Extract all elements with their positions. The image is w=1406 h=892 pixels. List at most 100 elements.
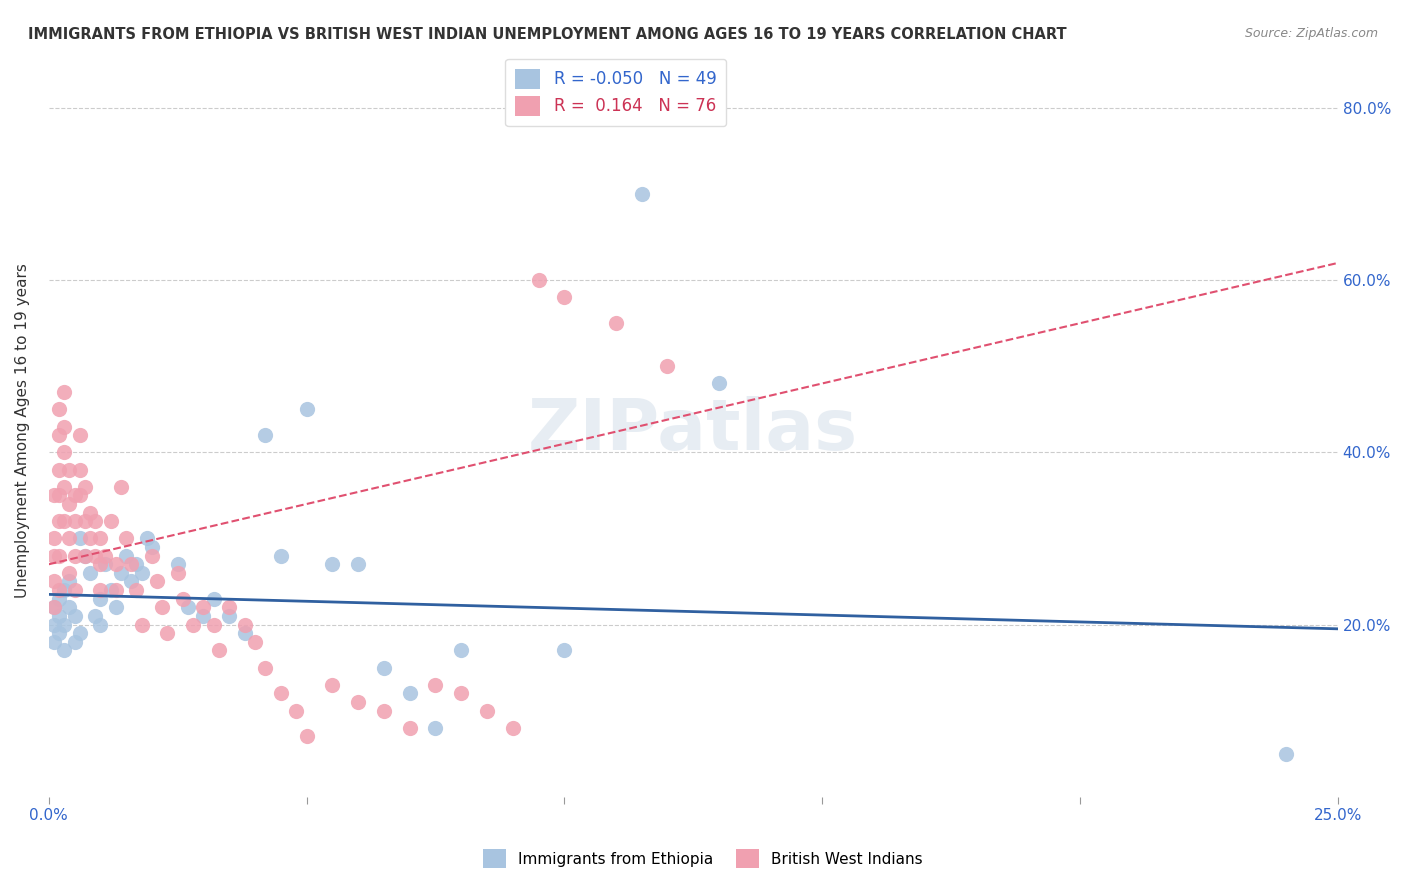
Point: [166, 558, 188, 572]
Point: [135, 532, 157, 546]
Point: [398, 686, 420, 700]
Legend: Immigrants from Ethiopia, British West Indians: Immigrants from Ethiopia, British West I…: [475, 841, 931, 875]
Text: Source: ZipAtlas.com: Source: ZipAtlas.com: [1244, 27, 1378, 40]
Point: [553, 290, 575, 304]
Point: [502, 721, 524, 735]
Point: [89, 583, 111, 598]
Point: [42, 617, 65, 632]
Point: [48, 428, 70, 442]
Point: [177, 600, 200, 615]
Point: [48, 462, 70, 476]
Point: [110, 566, 132, 580]
Point: [208, 643, 231, 657]
Point: [172, 591, 194, 606]
Point: [42, 634, 65, 648]
Point: [84, 549, 107, 563]
Point: [73, 514, 96, 528]
Point: [657, 359, 679, 374]
Point: [42, 488, 65, 502]
Point: [193, 608, 215, 623]
Point: [373, 704, 395, 718]
Point: [115, 532, 138, 546]
Point: [48, 626, 70, 640]
Point: [233, 626, 256, 640]
Point: [89, 591, 111, 606]
Point: [202, 591, 225, 606]
Point: [285, 704, 308, 718]
Point: [42, 532, 65, 546]
Point: [141, 540, 163, 554]
Point: [53, 480, 76, 494]
Point: [218, 608, 240, 623]
Point: [146, 574, 169, 589]
Point: [84, 608, 107, 623]
Point: [193, 600, 215, 615]
Point: [48, 514, 70, 528]
Point: [100, 514, 122, 528]
Point: [63, 514, 86, 528]
Point: [48, 549, 70, 563]
Point: [69, 626, 91, 640]
Point: [89, 558, 111, 572]
Point: [94, 558, 117, 572]
Point: [125, 558, 148, 572]
Point: [104, 558, 127, 572]
Point: [53, 514, 76, 528]
Point: [233, 617, 256, 632]
Point: [450, 686, 472, 700]
Point: [553, 643, 575, 657]
Point: [89, 617, 111, 632]
Point: [202, 617, 225, 632]
Point: [79, 566, 101, 580]
Point: [53, 445, 76, 459]
Point: [295, 730, 318, 744]
Point: [295, 402, 318, 417]
Point: [425, 678, 447, 692]
Point: [104, 583, 127, 598]
Point: [63, 583, 86, 598]
Point: [63, 608, 86, 623]
Point: [110, 480, 132, 494]
Point: [347, 695, 370, 709]
Point: [254, 428, 277, 442]
Point: [156, 626, 179, 640]
Point: [53, 419, 76, 434]
Point: [48, 591, 70, 606]
Point: [125, 583, 148, 598]
Point: [79, 532, 101, 546]
Point: [425, 721, 447, 735]
Point: [48, 608, 70, 623]
Point: [58, 532, 80, 546]
Point: [48, 583, 70, 598]
Point: [73, 549, 96, 563]
Point: [131, 566, 153, 580]
Point: [73, 549, 96, 563]
Point: [254, 660, 277, 674]
Point: [270, 686, 292, 700]
Point: [84, 514, 107, 528]
Point: [475, 704, 498, 718]
Point: [321, 558, 343, 572]
Y-axis label: Unemployment Among Ages 16 to 19 years: Unemployment Among Ages 16 to 19 years: [15, 263, 30, 599]
Point: [58, 566, 80, 580]
Point: [42, 574, 65, 589]
Point: [347, 558, 370, 572]
Point: [398, 721, 420, 735]
Point: [63, 634, 86, 648]
Point: [270, 549, 292, 563]
Point: [48, 488, 70, 502]
Point: [707, 376, 730, 391]
Point: [53, 643, 76, 657]
Point: [115, 549, 138, 563]
Point: [42, 600, 65, 615]
Text: ZIPatlas: ZIPatlas: [529, 396, 858, 466]
Point: [53, 385, 76, 400]
Point: [120, 574, 142, 589]
Point: [94, 549, 117, 563]
Point: [53, 617, 76, 632]
Point: [131, 617, 153, 632]
Point: [69, 488, 91, 502]
Point: [89, 532, 111, 546]
Point: [69, 428, 91, 442]
Legend: R = -0.050   N = 49, R =  0.164   N = 76: R = -0.050 N = 49, R = 0.164 N = 76: [505, 59, 727, 126]
